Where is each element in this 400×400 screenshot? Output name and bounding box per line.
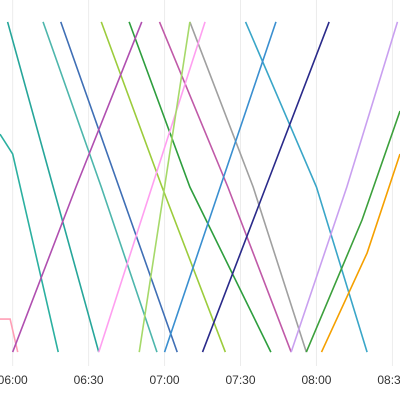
series-line <box>320 153 400 353</box>
series-line <box>100 21 227 353</box>
series-line <box>244 21 368 353</box>
series-line <box>158 21 292 353</box>
x-tick-label: 06:30 <box>74 373 104 387</box>
x-tick-label: 06:00 <box>0 373 28 387</box>
x-tick-label: 08:00 <box>301 373 331 387</box>
series-line <box>290 21 399 353</box>
series-line <box>163 21 277 353</box>
x-tick-label: 07:30 <box>225 373 255 387</box>
series-line <box>201 21 330 353</box>
series-line <box>189 21 308 353</box>
x-tick-label: 08:30 <box>377 373 400 387</box>
x-tick-label: 07:00 <box>150 373 180 387</box>
series-line <box>138 21 191 353</box>
series-line <box>128 21 272 353</box>
series-line <box>6 21 100 353</box>
series-line <box>0 133 60 353</box>
series-line <box>305 110 400 353</box>
series-line <box>60 21 178 353</box>
series-line <box>0 318 19 353</box>
series-line <box>97 21 206 353</box>
series-line <box>42 21 158 353</box>
series-line <box>11 21 143 353</box>
